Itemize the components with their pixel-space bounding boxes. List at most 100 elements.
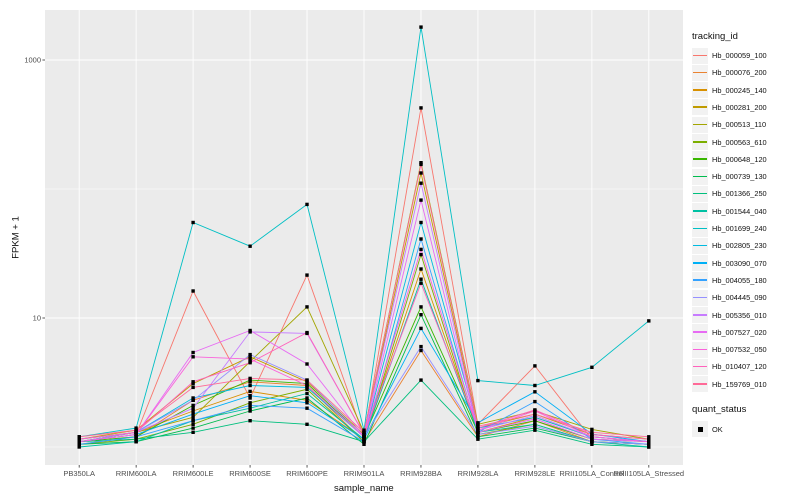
data-point <box>590 437 594 441</box>
data-point <box>305 362 309 366</box>
data-point <box>191 412 195 416</box>
legend-item-Hb_004055_180: Hb_004055_180 <box>692 272 767 289</box>
data-point <box>305 273 309 277</box>
data-point <box>533 390 537 394</box>
data-point <box>419 171 423 175</box>
data-point <box>248 376 252 381</box>
data-point <box>248 419 252 423</box>
legend-key-line-icon <box>692 185 708 202</box>
data-point <box>647 440 651 444</box>
data-point <box>134 432 138 437</box>
legend-key-line-icon <box>692 82 708 99</box>
data-point <box>248 361 252 365</box>
data-point <box>77 445 81 449</box>
data-point <box>191 419 195 423</box>
data-point <box>419 198 423 202</box>
data-point <box>305 401 309 405</box>
data-point <box>476 378 480 383</box>
legend-item-Hb_159769_010: Hb_159769_010 <box>692 376 767 393</box>
legend-label: Hb_010407_120 <box>712 362 767 372</box>
legend-item-Hb_000059_100: Hb_000059_100 <box>692 47 767 64</box>
legend-item-Hb_000563_610: Hb_000563_610 <box>692 134 767 150</box>
data-point <box>305 381 309 386</box>
x-axis-title: sample_name <box>334 483 394 494</box>
legend-label: Hb_159769_010 <box>712 379 767 389</box>
data-point <box>362 435 366 439</box>
data-point <box>590 432 594 437</box>
data-point <box>305 391 309 396</box>
data-point <box>305 378 309 382</box>
x-tick-label-RRII105LA_Control: RRII105LA_Control <box>559 469 625 478</box>
data-point <box>305 385 309 390</box>
x-tick-label-RRIM600LE: RRIM600LE <box>172 469 214 478</box>
data-point <box>533 426 537 430</box>
x-tick-label-RRIM600LA: RRIM600LA <box>115 469 157 478</box>
data-point <box>533 417 537 421</box>
data-point <box>533 383 537 388</box>
data-point <box>419 378 423 382</box>
data-point <box>590 440 594 444</box>
data-point <box>419 162 423 167</box>
data-point <box>77 435 81 439</box>
data-point <box>647 435 651 439</box>
data-point <box>305 330 309 335</box>
data-point <box>248 406 252 410</box>
data-point <box>305 406 309 410</box>
legend-item-Hb_001544_040: Hb_001544_040 <box>692 203 767 220</box>
data-point <box>362 430 366 434</box>
legend-item-Hb_004445_090: Hb_004445_090 <box>692 289 767 306</box>
legend-key-line-icon <box>692 168 708 185</box>
data-point <box>191 289 195 293</box>
legend-key-line-icon <box>692 237 708 254</box>
data-point <box>191 430 195 434</box>
legend-key-line-icon <box>692 255 708 272</box>
data-point <box>305 396 309 400</box>
x-tick-label-RRIM928BA: RRIM928BA <box>400 469 442 478</box>
x-tick-label-RRIM600SE: RRIM600SE <box>229 469 271 478</box>
legend-item-Hb_001366_250: Hb_001366_250 <box>692 185 767 202</box>
data-point <box>248 383 252 388</box>
data-point <box>248 328 252 333</box>
legend-label: Hb_000245_140 <box>712 85 767 95</box>
data-point <box>134 430 138 434</box>
legend-label: Hb_004445_090 <box>712 293 767 303</box>
data-point <box>419 326 423 331</box>
legend-key-line-icon <box>692 151 708 168</box>
legend-key-line-icon <box>692 324 708 341</box>
data-point <box>191 381 195 386</box>
legend-key-line-icon <box>692 220 708 237</box>
data-point <box>590 435 594 439</box>
data-point <box>305 387 309 391</box>
data-point <box>248 396 252 400</box>
legend-label: Hb_007532_050 <box>712 345 767 355</box>
legend-label: Hb_000513_110 <box>712 120 767 130</box>
data-point <box>305 398 309 402</box>
y-tick-label-10: 10 <box>32 313 41 323</box>
data-point <box>248 389 252 394</box>
data-point <box>419 237 423 241</box>
x-tick-label-RRIM901LA: RRIM901LA <box>343 469 385 478</box>
legend-key-line-icon <box>692 272 708 289</box>
x-tick-label-RRII105LA_Stressed: RRII105LA_Stressed <box>613 469 685 478</box>
x-tick-label-RRIM928LA: RRIM928LA <box>457 469 499 478</box>
data-point <box>476 430 480 434</box>
legend-item-Hb_000245_140: Hb_000245_140 <box>692 82 767 99</box>
data-point <box>134 426 138 430</box>
legend-key-line-icon <box>692 376 708 393</box>
legend-key-line-icon <box>692 99 708 116</box>
data-point <box>533 412 537 416</box>
data-point <box>362 440 366 444</box>
data-point <box>134 435 138 439</box>
data-point <box>419 25 423 29</box>
data-point <box>647 319 651 323</box>
y-tick-label-1000: 1000 <box>24 55 41 65</box>
legend-item-Hb_000281_200: Hb_000281_200 <box>692 99 767 116</box>
data-point <box>191 406 195 410</box>
legend-label: Hb_003090_070 <box>712 258 767 268</box>
data-point <box>533 428 537 432</box>
data-point <box>248 394 252 398</box>
data-point <box>248 401 252 405</box>
data-point <box>419 106 423 110</box>
legend-label: Hb_000076_200 <box>712 68 767 78</box>
legend-item-Hb_000648_120: Hb_000648_120 <box>692 151 767 168</box>
